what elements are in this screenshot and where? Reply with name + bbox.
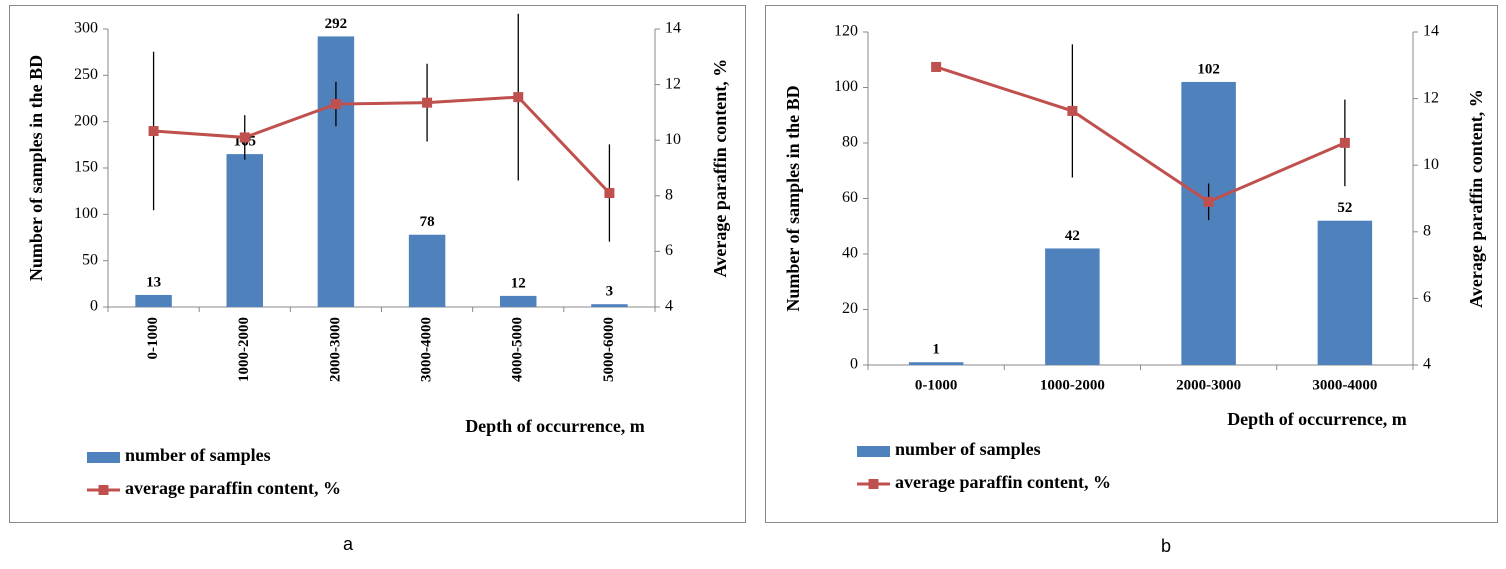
y-axis-title: Number of samples in the BD bbox=[26, 55, 46, 281]
y2-tick-label: 10 bbox=[665, 131, 681, 148]
line-marker bbox=[422, 97, 433, 108]
y2-tick-label: 8 bbox=[665, 186, 673, 203]
line bbox=[153, 95, 611, 195]
value-label: 78 bbox=[420, 214, 435, 230]
x-tick-label: 0-1000 bbox=[145, 317, 161, 360]
legend-swatch bbox=[87, 452, 120, 463]
panel-label: a bbox=[343, 534, 354, 554]
y2-tick-label: 10 bbox=[1423, 156, 1439, 173]
value-label: 292 bbox=[325, 16, 348, 32]
value-label: 13 bbox=[146, 274, 161, 290]
y-tick-label: 200 bbox=[74, 112, 98, 129]
value-label: 1 bbox=[932, 342, 940, 358]
x-tick-label: 4000-5000 bbox=[510, 317, 526, 382]
y-tick-label: 20 bbox=[842, 300, 858, 317]
bar bbox=[1181, 81, 1236, 365]
y2-axis-title: Average paraffin content, % bbox=[1466, 89, 1486, 308]
y-tick-label: 0 bbox=[850, 356, 858, 373]
y2-tick-label: 12 bbox=[665, 75, 681, 92]
x-tick-label: 1000-2000 bbox=[1040, 377, 1105, 393]
x-tick-label: 2000-3000 bbox=[327, 317, 343, 382]
bar bbox=[591, 304, 628, 307]
y-tick-label: 80 bbox=[842, 134, 858, 151]
legend-label: number of samples bbox=[895, 439, 1041, 459]
line-marker bbox=[931, 61, 942, 72]
line-marker bbox=[513, 92, 524, 103]
bar bbox=[135, 294, 172, 307]
legend-swatch bbox=[98, 485, 109, 495]
line-marker bbox=[239, 132, 250, 143]
x-tick-label: 3000-4000 bbox=[419, 317, 435, 382]
legend-label: number of samples bbox=[125, 445, 271, 465]
y2-tick-label: 14 bbox=[1423, 23, 1439, 40]
bar bbox=[1045, 248, 1100, 365]
line-marker bbox=[1067, 105, 1078, 116]
y2-tick-label: 6 bbox=[1423, 289, 1431, 306]
value-label: 3 bbox=[606, 284, 614, 300]
bar bbox=[500, 295, 537, 307]
bar bbox=[408, 234, 446, 307]
value-label: 12 bbox=[511, 275, 526, 291]
x-tick-label: 2000-3000 bbox=[1176, 377, 1241, 393]
legend-swatch bbox=[868, 479, 879, 489]
y-tick-label: 60 bbox=[842, 189, 858, 206]
y-tick-label: 120 bbox=[834, 23, 858, 40]
y-tick-label: 0 bbox=[90, 298, 98, 315]
panel-frame bbox=[9, 5, 746, 523]
legend-label: average paraffin content, % bbox=[125, 478, 341, 498]
y2-tick-label: 8 bbox=[1423, 222, 1431, 239]
y-axis-title: Number of samples in the BD bbox=[783, 85, 803, 311]
value-label: 102 bbox=[1197, 61, 1220, 77]
bar bbox=[317, 36, 355, 308]
y2-tick-label: 4 bbox=[1423, 356, 1431, 373]
y-tick-label: 250 bbox=[74, 66, 98, 83]
y-tick-label: 100 bbox=[74, 205, 98, 222]
line-marker bbox=[604, 188, 615, 199]
line-marker bbox=[1203, 196, 1214, 207]
y-tick-label: 300 bbox=[74, 20, 98, 37]
value-label: 52 bbox=[1337, 200, 1352, 216]
line-marker bbox=[330, 99, 341, 110]
line-marker bbox=[148, 126, 159, 137]
line-marker bbox=[1339, 137, 1350, 148]
value-label: 42 bbox=[1065, 228, 1080, 244]
x-axis-title: Depth of occurrence, m bbox=[1227, 409, 1407, 429]
y-tick-label: 40 bbox=[842, 245, 858, 262]
y2-tick-label: 14 bbox=[665, 20, 681, 37]
legend-swatch bbox=[857, 446, 890, 457]
legend-label: average paraffin content, % bbox=[895, 472, 1111, 492]
y-tick-label: 50 bbox=[82, 251, 98, 268]
line bbox=[935, 65, 1346, 204]
bar bbox=[226, 154, 263, 307]
y2-axis-title: Average paraffin content, % bbox=[710, 59, 730, 278]
y2-tick-label: 6 bbox=[665, 242, 673, 259]
panel-label: b bbox=[1161, 536, 1171, 556]
y-tick-label: 100 bbox=[834, 78, 858, 95]
y2-tick-label: 12 bbox=[1423, 89, 1439, 106]
bar bbox=[908, 362, 964, 365]
x-axis-title: Depth of occurrence, m bbox=[465, 416, 645, 436]
x-tick-label: 0-1000 bbox=[915, 377, 958, 393]
x-tick-label: 3000-4000 bbox=[1312, 377, 1377, 393]
panel-frame bbox=[765, 5, 1498, 523]
x-tick-label: 5000-6000 bbox=[601, 317, 617, 382]
bar bbox=[1317, 220, 1373, 365]
y2-tick-label: 4 bbox=[665, 298, 673, 315]
y-tick-label: 150 bbox=[74, 159, 98, 176]
x-tick-label: 1000-2000 bbox=[236, 317, 252, 382]
